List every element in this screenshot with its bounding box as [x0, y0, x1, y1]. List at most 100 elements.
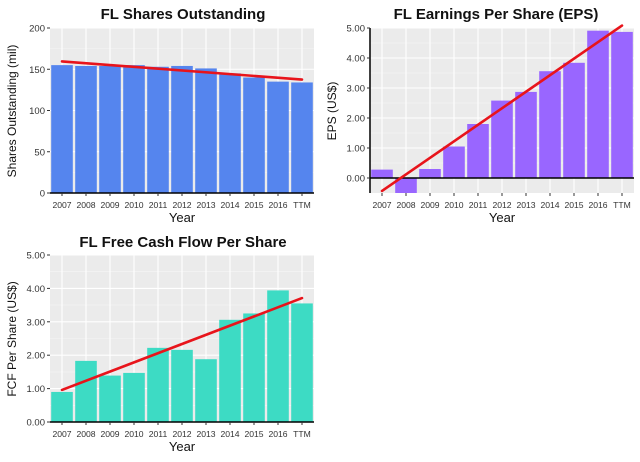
bar [243, 77, 265, 193]
bar [267, 290, 289, 422]
bar [563, 62, 585, 178]
fcf-chart: FL Free Cash Flow Per Share 0.00 1.00 2.00… [5, 234, 314, 454]
bars [51, 65, 313, 193]
x-tick-label: 2011 [149, 429, 168, 439]
x-tick-label: 2010 [124, 200, 143, 210]
x-tick-label: 2014 [220, 200, 239, 210]
y-tick-label: 0.00 [347, 174, 366, 185]
x-tick-label: 2016 [268, 200, 287, 210]
bar [51, 391, 73, 422]
eps-chart: FL Earnings Per Share (EPS) 0.00 1.00 2.00… [325, 6, 634, 225]
bar [219, 73, 241, 193]
bar [195, 359, 217, 422]
x-tick-label: 2007 [372, 200, 391, 210]
y-tick-label: 3.00 [347, 84, 366, 95]
x-tick-label: 2009 [100, 200, 119, 210]
x-tick-label: TTM [293, 200, 311, 210]
x-tick-label: 2009 [420, 200, 439, 210]
y-tick-label: 0.00 [27, 418, 46, 429]
y-tick-labels: 0.00 1.00 2.00 3.00 4.00 5.00 [27, 251, 50, 429]
y-tick-label: 4.00 [347, 54, 366, 65]
y-tick-label: 2.00 [347, 114, 366, 125]
x-tick-label: 2014 [540, 200, 559, 210]
bar [291, 82, 313, 193]
bar [75, 360, 97, 422]
x-tick-label: 2008 [76, 200, 95, 210]
chart-panel-fcf: FL Free Cash Flow Per Share 0.00 1.00 2.00… [0, 228, 320, 457]
bar [371, 169, 393, 178]
y-tick-label: 50 [34, 147, 45, 158]
chart-title: FL Shares Outstanding [101, 6, 266, 23]
x-tick-label: 2015 [564, 200, 583, 210]
x-axis-label: Year [489, 210, 516, 225]
x-tick-label: 2015 [244, 429, 263, 439]
trend-line-segment [60, 296, 304, 392]
y-tick-label: 2.00 [27, 351, 46, 362]
bar [443, 146, 465, 178]
x-tick-label: 2009 [100, 429, 119, 439]
y-tick-labels: 0.00 1.00 2.00 3.00 4.00 5.00 [347, 24, 370, 185]
x-tick-label: 2008 [76, 429, 95, 439]
bar [219, 319, 241, 422]
trend-line-segment [380, 24, 624, 193]
chart-panel-shares: FL Shares Outstanding 0 50 100 150 200 2007 2… [0, 0, 320, 228]
y-axis-label: FCF Per Share (US$) [5, 281, 19, 396]
x-tick-labels: 2007 2008 2009 2010 2011 2012 2013 2014 2015 2016… [52, 193, 311, 210]
x-tick-label: 2008 [396, 200, 415, 210]
bar [75, 65, 97, 193]
bar [395, 178, 417, 193]
y-axis-label: EPS (US$) [325, 82, 339, 141]
trend-line-segment [60, 60, 304, 81]
y-tick-label: 4.00 [27, 284, 46, 295]
bar [515, 91, 537, 178]
y-tick-label: 3.00 [27, 317, 46, 328]
y-axis-label: Shares Outstanding (mil) [5, 45, 19, 178]
x-tick-label: 2016 [268, 429, 287, 439]
x-tick-label: 2014 [220, 429, 239, 439]
bar [123, 65, 145, 193]
x-tick-label: 2010 [444, 200, 463, 210]
x-tick-label: TTM [613, 200, 631, 210]
bars [51, 290, 313, 422]
bar [587, 30, 609, 179]
y-tick-labels: 0 50 100 150 200 [29, 24, 50, 200]
y-tick-label: 1.00 [347, 144, 366, 155]
trend-line [60, 296, 304, 392]
x-tick-label: 2015 [244, 200, 263, 210]
x-tick-label: 2013 [516, 200, 535, 210]
x-tick-label: 2012 [172, 429, 191, 439]
bar [147, 66, 169, 193]
y-tick-label: 150 [29, 65, 45, 76]
x-tick-label: 2011 [469, 200, 488, 210]
x-tick-label: 2012 [492, 200, 511, 210]
chart-title: FL Earnings Per Share (EPS) [394, 6, 599, 23]
bar [539, 71, 561, 178]
y-tick-label: 100 [29, 106, 45, 117]
bar [467, 124, 489, 178]
x-tick-label: 2010 [124, 429, 143, 439]
x-tick-label: 2007 [52, 200, 71, 210]
bar [171, 65, 193, 193]
y-tick-label: 5.00 [347, 24, 366, 35]
bar [611, 31, 633, 179]
x-tick-label: 2007 [52, 429, 71, 439]
x-tick-label: 2012 [172, 200, 191, 210]
chart-title: FL Free Cash Flow Per Share [79, 234, 286, 251]
x-axis-label: Year [169, 210, 196, 225]
bar [491, 100, 513, 178]
bar [171, 349, 193, 422]
bar [267, 81, 289, 193]
x-tick-label: 2013 [196, 200, 215, 210]
bar [291, 303, 313, 422]
bar [419, 169, 441, 178]
x-tick-label: 2011 [149, 200, 168, 210]
x-tick-label: 2016 [588, 200, 607, 210]
bar [99, 65, 121, 193]
x-tick-label: TTM [293, 429, 311, 439]
y-tick-label: 200 [29, 24, 45, 35]
chart-panel-eps: FL Earnings Per Share (EPS) 0.00 1.00 2.00… [320, 0, 640, 228]
x-axis-label: Year [169, 439, 196, 454]
x-tick-labels: 2007 2008 2009 2010 2011 2012 2013 2014 2015 2016… [372, 193, 631, 210]
y-tick-label: 5.00 [27, 251, 46, 262]
